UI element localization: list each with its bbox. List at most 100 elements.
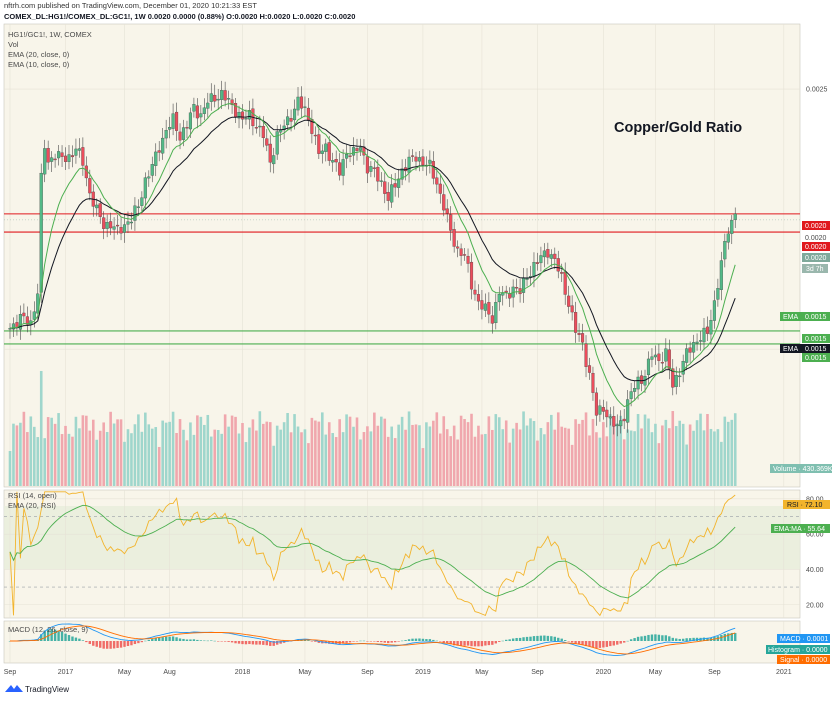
candle-body (494, 302, 498, 324)
macd-histogram-bar (720, 635, 723, 641)
candle-body (223, 90, 227, 101)
candle-body (244, 117, 248, 120)
volume-bar (241, 422, 244, 486)
histogram-label: Histogram · 0.0000 (768, 647, 828, 654)
candle-body (650, 356, 654, 360)
volume-bar (133, 424, 137, 486)
macd-histogram-bar (182, 638, 185, 641)
macd-histogram-bar (279, 641, 282, 644)
macd-histogram-bar (404, 640, 407, 641)
candle-body (292, 108, 297, 121)
macd-histogram-bar (220, 641, 223, 642)
macd-histogram-bar (175, 637, 178, 641)
candle-body (542, 250, 546, 258)
volume-bar (480, 434, 484, 486)
candle-body (664, 348, 668, 362)
rsi-ema-label: EMA:MA · 55.64 (774, 526, 825, 533)
macd-histogram-bar (71, 636, 74, 641)
volume-bar (633, 431, 636, 486)
volume-bar (262, 423, 265, 486)
candle-body (567, 295, 571, 307)
macd-histogram-bar (567, 641, 570, 642)
volume-bar (567, 428, 570, 486)
macd-histogram-bar (609, 641, 612, 647)
macd-histogram-bar (251, 641, 255, 645)
price-pane[interactable] (3, 23, 801, 488)
histogram-tag (766, 645, 830, 654)
candle-body (560, 272, 564, 274)
candle-body (563, 271, 567, 295)
volume-bar (390, 426, 393, 486)
macd-histogram-bar (636, 636, 640, 641)
candle-body (57, 151, 61, 159)
macd-histogram-bar (595, 641, 598, 649)
ema-b-value: 0.0015 (805, 346, 827, 353)
volume-bar (223, 414, 227, 486)
macd-histogram-bar (119, 641, 123, 648)
volume-bar (220, 433, 223, 486)
volume-bar (209, 436, 213, 486)
candle-body (81, 147, 85, 166)
macd-histogram-bar (668, 636, 671, 641)
volume-bar (723, 416, 727, 486)
volume-bar (379, 416, 383, 486)
macd-histogram-bar (78, 638, 81, 641)
candle-body (653, 354, 657, 358)
volume-bar (8, 451, 12, 486)
candle-body (719, 260, 723, 290)
volume-bar (112, 423, 116, 486)
volume-bar (438, 433, 442, 486)
volume-bar (560, 426, 564, 486)
candle-body (674, 375, 678, 387)
macd-histogram-bar (459, 641, 463, 646)
candle-body (608, 416, 612, 419)
volume-bar (19, 422, 22, 486)
candle-body (410, 155, 415, 157)
candle-body (289, 118, 293, 122)
macd-histogram-bar (217, 641, 220, 642)
candle-body (261, 126, 265, 139)
volume-bar (584, 412, 588, 486)
volume-bar (230, 415, 234, 486)
macd-histogram-bar (570, 641, 574, 643)
volume-bar (199, 416, 203, 486)
volume-bar (74, 416, 78, 486)
candle-body (678, 375, 682, 378)
volume-bar (53, 423, 57, 486)
legend-ema10: EMA (10, close, 0) (8, 60, 70, 69)
candle-body (473, 289, 477, 295)
macd-histogram-bar (317, 641, 321, 643)
legend-vol: Vol (8, 40, 19, 49)
candle-body (577, 333, 581, 335)
macd-histogram-bar (511, 638, 515, 641)
volume-bar (265, 421, 269, 486)
volume-bar (147, 424, 151, 486)
candle-body (150, 164, 154, 176)
candle-body (338, 162, 342, 176)
candle-body (185, 127, 189, 129)
volume-bar (525, 425, 529, 486)
volume-bar (508, 442, 511, 486)
x-tick-label: 2018 (235, 669, 251, 676)
candle-body (365, 156, 369, 174)
macd-histogram-bar (92, 641, 95, 646)
candle-body (70, 155, 75, 158)
macd-histogram-bar (366, 641, 369, 642)
macd-histogram-bar (112, 641, 116, 649)
macd-histogram-bar (116, 641, 119, 648)
rsi-axis-label: 80.00 (806, 496, 824, 503)
candle-body (695, 341, 699, 344)
macd-histogram-bar (57, 630, 60, 641)
volume-bar (338, 419, 341, 486)
volume-bar (57, 413, 60, 486)
volume-bar (609, 414, 612, 486)
macd-histogram-bar (248, 641, 251, 645)
candle-body (574, 312, 578, 333)
candle-body (646, 358, 651, 376)
candle-body (358, 147, 363, 151)
rsi-tag (783, 500, 830, 509)
macd-histogram-bar (508, 639, 511, 641)
candle-body (591, 373, 595, 393)
candle-body (227, 98, 231, 100)
